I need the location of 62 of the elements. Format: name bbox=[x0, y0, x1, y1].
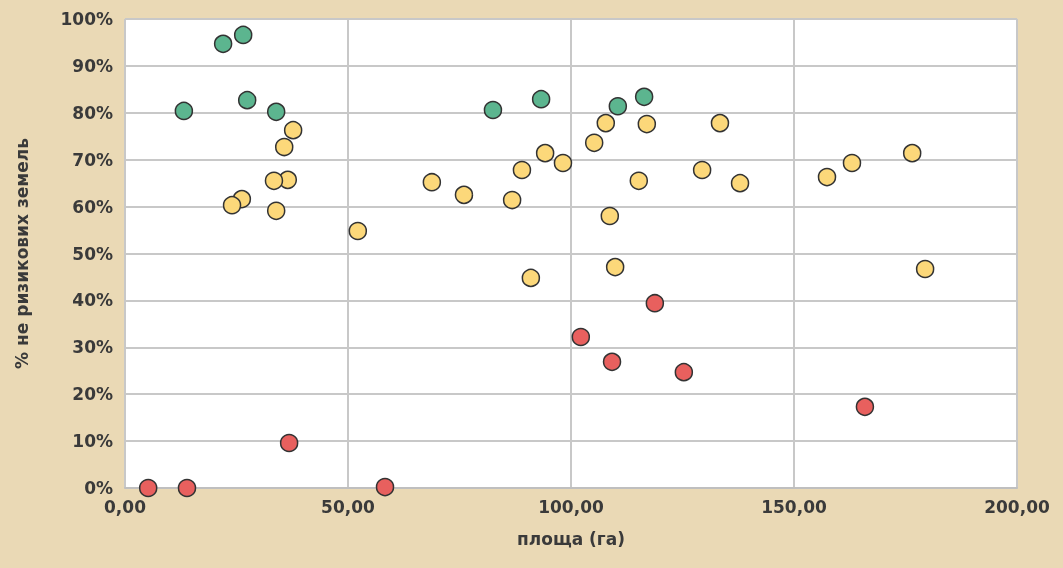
point bbox=[842, 153, 862, 173]
x-tick-label: 150,00 bbox=[761, 496, 827, 517]
point bbox=[233, 25, 253, 45]
point bbox=[279, 433, 299, 453]
y-tick-label: 60% bbox=[72, 196, 113, 217]
point bbox=[375, 477, 395, 497]
point bbox=[855, 397, 875, 417]
point bbox=[512, 160, 532, 180]
point bbox=[629, 171, 649, 191]
point bbox=[637, 114, 657, 134]
point bbox=[710, 113, 730, 133]
point bbox=[674, 362, 694, 382]
point bbox=[571, 327, 591, 347]
point bbox=[454, 185, 474, 205]
point bbox=[602, 352, 622, 372]
y-tick-label: 20% bbox=[72, 384, 113, 405]
point bbox=[531, 89, 551, 109]
x-tick-label: 50,00 bbox=[321, 496, 376, 517]
x-tick-label: 200,00 bbox=[984, 496, 1050, 517]
point bbox=[502, 190, 522, 210]
point bbox=[608, 96, 628, 116]
point bbox=[274, 137, 294, 157]
y-tick-label: 70% bbox=[72, 149, 113, 170]
y-tick-label: 90% bbox=[72, 55, 113, 76]
x-tick-label: 0,00 bbox=[104, 496, 147, 517]
y-axis-title: % не ризикових земель bbox=[11, 138, 32, 369]
point bbox=[283, 120, 303, 140]
y-tick-label: 100% bbox=[60, 9, 113, 29]
point bbox=[138, 478, 158, 498]
y-tick-label: 10% bbox=[72, 431, 113, 452]
point bbox=[222, 195, 242, 215]
x-axis-title: площа (га) bbox=[517, 528, 625, 549]
y-tick-label: 50% bbox=[72, 243, 113, 264]
point bbox=[817, 167, 837, 187]
point bbox=[348, 221, 368, 241]
point bbox=[600, 206, 620, 226]
point bbox=[535, 143, 555, 163]
point bbox=[553, 153, 573, 173]
point bbox=[915, 259, 935, 279]
point bbox=[177, 478, 197, 498]
point bbox=[483, 100, 503, 120]
point bbox=[521, 268, 541, 288]
y-tick-label: 80% bbox=[72, 102, 113, 123]
point bbox=[213, 34, 233, 54]
point bbox=[237, 90, 257, 110]
point bbox=[692, 160, 712, 180]
point bbox=[902, 143, 922, 163]
point bbox=[174, 101, 194, 121]
point bbox=[584, 133, 604, 153]
y-tick-label: 40% bbox=[72, 290, 113, 311]
point bbox=[266, 201, 286, 221]
point bbox=[422, 172, 442, 192]
point bbox=[266, 102, 286, 122]
point bbox=[605, 257, 625, 277]
y-tick-label: 30% bbox=[72, 337, 113, 358]
point bbox=[264, 171, 284, 191]
point bbox=[730, 173, 750, 193]
x-tick-label: 100,00 bbox=[538, 496, 604, 517]
point bbox=[596, 113, 616, 133]
point bbox=[634, 87, 654, 107]
point bbox=[645, 293, 665, 313]
y-tick-label: 0% bbox=[84, 478, 113, 498]
